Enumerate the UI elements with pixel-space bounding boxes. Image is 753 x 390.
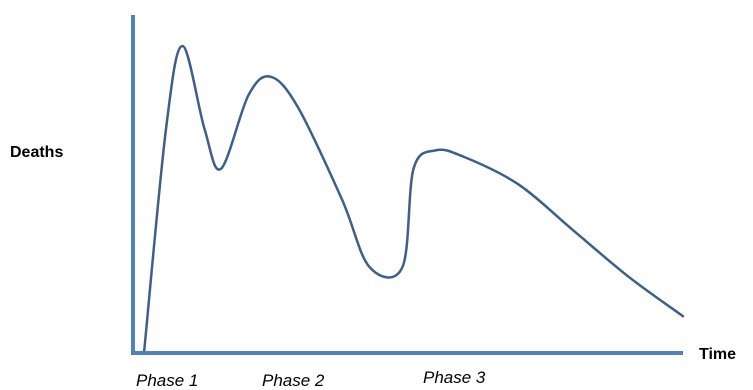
y-axis-label: Deaths [10,144,63,161]
series-line-0 [142,44,685,355]
x-axis-label: Time [699,346,736,363]
phase-3-label: Phase 3 [423,368,486,387]
phase-2-label: Phase 2 [262,371,325,390]
phase-1-label: Phase 1 [136,371,198,390]
